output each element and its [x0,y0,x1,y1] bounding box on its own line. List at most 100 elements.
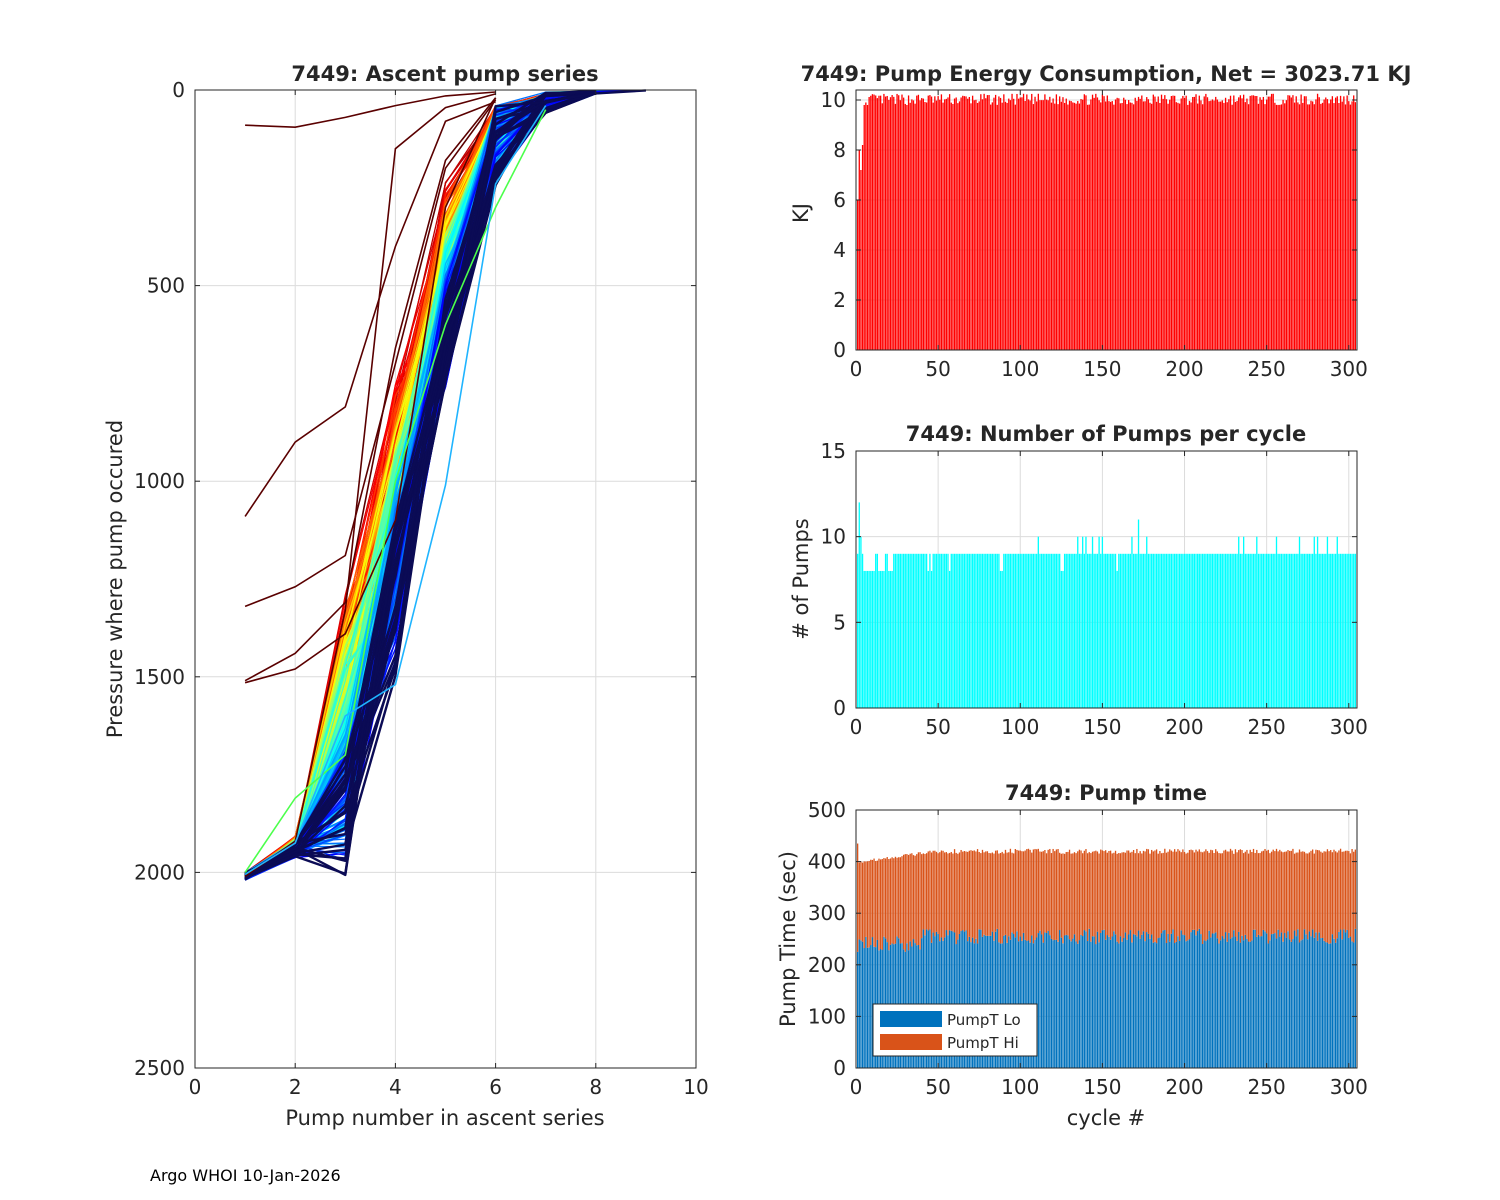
pumptime-hi-bar [919,852,921,950]
pumptime-hi-bar [1256,849,1258,937]
npumps-bar [1234,553,1237,708]
pumptime-hi-bar [939,852,941,942]
pumptime-lo-bar [1246,938,1248,1068]
npumps-bar [1246,553,1248,708]
pumptime-hi-bar [909,853,911,942]
npumps-bar [1295,553,1297,708]
pumptime-lo-bar [1157,938,1159,1068]
pumptime-hi-bar [1315,849,1317,933]
pumptime-hi-bar [1211,850,1214,934]
pumptime-hi-bar [1193,852,1196,930]
npumps-bar [1178,553,1181,708]
pumptime-hi-bar [1266,850,1268,934]
pumptime-hi-bar [1072,853,1074,939]
npumps-bar [1142,553,1145,708]
npumps-bar [1200,553,1202,708]
energy-bar [968,96,970,351]
pumptime-lo-bar [1252,929,1255,1068]
pumptime-hi-bar [978,851,980,930]
pumptime-hi-bar [947,853,949,936]
energy-bar [944,99,946,350]
npumps-bar [947,553,949,708]
energy-bar [1175,102,1177,350]
energy-bar [1198,95,1200,350]
pumptime-hi-bar [1062,853,1064,944]
pumptime-hi-bar [866,861,869,948]
energy-bar [1017,98,1020,350]
pumptime-hi-bar [1216,851,1219,939]
pumptime-hi-bar [1146,848,1148,933]
energy-bar [1019,97,1021,351]
pumptime-hi-bar [1198,849,1200,929]
energy-bar [1083,94,1085,350]
energy-bar [1344,104,1347,351]
energy-bar [1129,102,1131,350]
pumptime-hi-bar [916,854,918,946]
pumptime-lo-bar [985,935,987,1068]
pumptime-lo-bar [1011,932,1013,1068]
energy-bar [1254,95,1256,350]
pumptime-hi-bar [1159,851,1161,938]
pumptime-hi-bar [1164,848,1166,931]
energy-bar [1032,104,1035,350]
pumptime-lo-bar [1270,934,1273,1068]
pumptime-hi-bar [1141,853,1143,935]
energy-bar [1220,101,1222,350]
npumps-bar [1155,553,1158,708]
npumps-bar [1095,553,1097,708]
pumptime-hi-bar [1241,850,1243,936]
pumptime-ylabel: Pump Time (sec) [776,851,800,1027]
energy-bar [1024,100,1026,350]
pumptime-lo-bar [1052,940,1054,1068]
npumps-bar [1264,553,1266,708]
energy-bar [1006,102,1008,351]
pumptime-hi-bar [1316,850,1319,941]
energy-bar [911,99,913,350]
npumps-ylabel: # of Pumps [789,518,813,640]
pumptime-lo-bar [1224,932,1227,1068]
npumps-bar [996,553,998,708]
pumptime-hi-bar [1029,849,1031,943]
energy-bar [1308,104,1311,350]
energy-bar [1082,99,1084,350]
pumptime-lo-bar [858,939,860,1068]
npumps-bar [981,553,984,708]
npumps-bar [1210,553,1212,708]
npumps-bar [901,553,903,708]
pumptime-hi-bar [940,850,943,938]
pumptime-lo-bar [1037,933,1039,1068]
energy-bar [1292,95,1294,350]
pumptime-hi-bar [1169,849,1171,942]
npumps-bar [863,570,865,708]
pumptime-hi-bar [1109,850,1112,940]
x-tick-label: 250 [1248,357,1286,381]
pumptime-hi-bar [858,862,860,940]
pumptime-hi-bar [958,852,961,934]
pumptime-lo-bar [1119,936,1122,1068]
pumptime-lo-bar [935,931,938,1068]
ascent-highlight-line [244,97,497,684]
pumptime-hi-bar [899,857,901,944]
pumptime-lo-bar [1315,932,1317,1068]
energy-bar [1036,101,1038,350]
pumptime-hi-bar [1308,852,1311,932]
energy-bar [1098,100,1100,351]
npumps-bar [889,570,892,708]
pumptime-hi-bar [911,853,913,947]
pumptime-lo-bar [1100,932,1102,1068]
energy-bar [1003,94,1005,350]
energy-bar [856,200,859,350]
pumptime-lo-bar [924,935,926,1068]
pumptime-hi-bar [875,861,877,948]
npumps-bar [1119,553,1122,708]
pumptime-lo-bar [866,947,869,1068]
energy-axes-box [855,89,1358,351]
ascent-ylabel: Pressure where pump occured [103,420,127,738]
pumptime-hi-bar [1201,852,1204,945]
energy-bar [1354,102,1357,350]
energy-bar [1349,104,1352,350]
pumptime-hi-bar [953,849,956,933]
energy-bar [1044,94,1046,350]
energy-bar-group [856,93,1357,351]
pumptime-hi-bar [1238,850,1240,932]
